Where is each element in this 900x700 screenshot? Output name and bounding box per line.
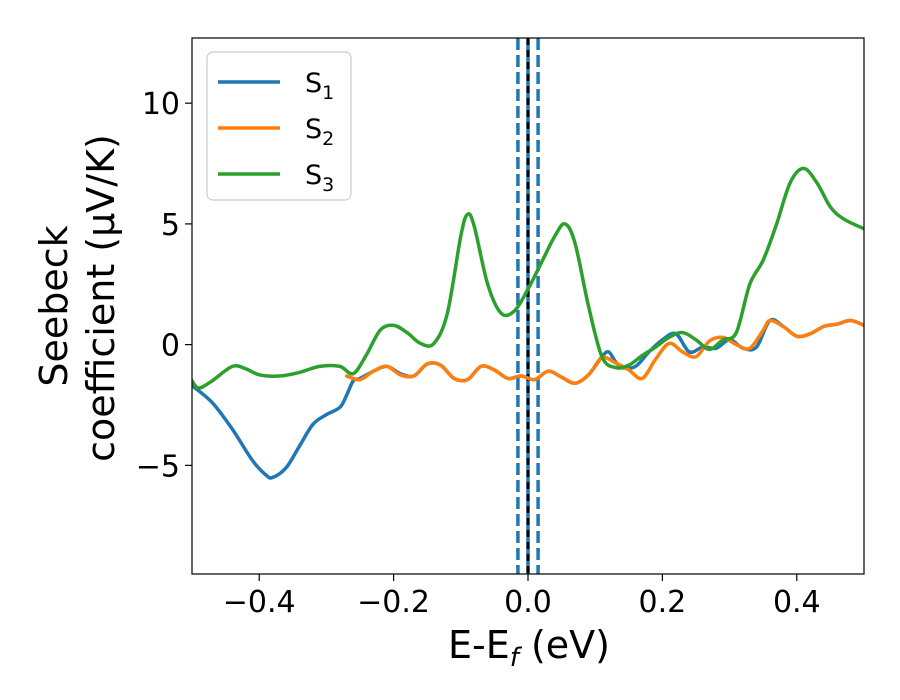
series-line-s2 xyxy=(344,318,864,386)
x-tick-label: 0.2 xyxy=(639,585,687,620)
legend-label-s3: S3 xyxy=(305,160,334,196)
y-axis-ticks: −5 0 5 10 xyxy=(136,87,192,484)
legend: S1 S2 S3 xyxy=(206,51,352,201)
y-tick-label: 10 xyxy=(142,87,180,122)
vertical-reference-lines xyxy=(516,38,540,574)
y-tick-label: 5 xyxy=(161,208,180,243)
series-line-s3 xyxy=(192,166,864,390)
y-axis-label-line2: coefficient (μV/K) xyxy=(79,134,123,462)
x-tick-label: −0.2 xyxy=(357,585,430,620)
y-tick-label: −5 xyxy=(136,449,180,484)
legend-label-s2: S2 xyxy=(305,114,334,150)
x-axis-label: E-Ef (eV) xyxy=(448,623,610,673)
series-layer xyxy=(192,166,864,480)
y-tick-label: 0 xyxy=(161,329,180,364)
x-tick-label: 0.0 xyxy=(504,585,552,620)
x-tick-label: 0.4 xyxy=(773,585,821,620)
y-axis-label-line1: Seebeck xyxy=(32,225,76,386)
x-axis-ticks: −0.4 −0.2 0.0 0.2 0.4 xyxy=(223,574,821,620)
legend-label-s1: S1 xyxy=(305,68,334,104)
x-tick-label: −0.4 xyxy=(223,585,296,620)
legend-box xyxy=(206,51,352,201)
